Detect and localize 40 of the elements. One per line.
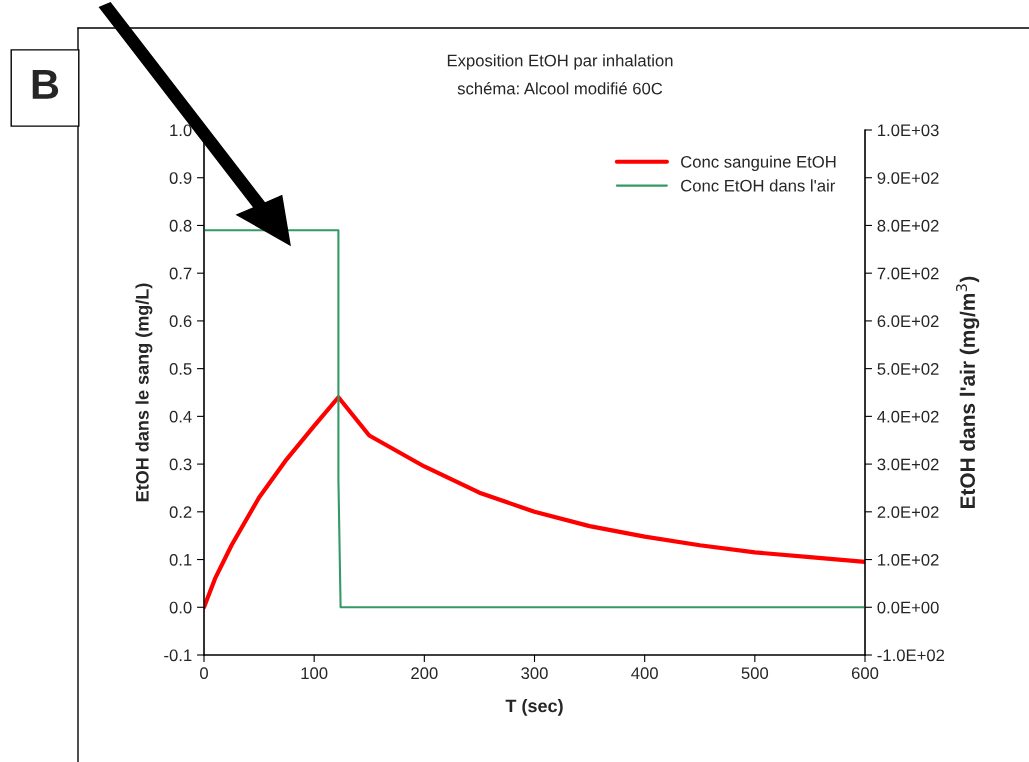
- line-series: [204, 395, 865, 610]
- y2-tick-label: 6.0E+02: [877, 315, 939, 328]
- y2-tick-label: 5.0E+02: [877, 363, 939, 375]
- y2-axis-title: EtOH dans l'air (mg/m$^{3}$): [956, 276, 980, 509]
- x-tick-label: 0: [200, 667, 208, 680]
- y-tick-label: 0.8: [169, 219, 192, 232]
- x-tick-label: 100: [301, 667, 328, 680]
- y-tick-label: 0.9: [169, 172, 192, 184]
- chart-subtitle: schéma: Alcool modifié 60C: [457, 82, 663, 95]
- y-tick-label: 0.1: [169, 553, 192, 566]
- y2-tick-label: 8.0E+02: [877, 219, 939, 232]
- x-tick-label: 300: [521, 667, 548, 680]
- y2-tick-label: 4.0E+02: [877, 410, 939, 423]
- x-tick-label: 400: [631, 667, 658, 680]
- y-tick-label: 0.3: [169, 458, 192, 471]
- y2-tick-label: 7.0E+02: [877, 267, 939, 280]
- y2-tick-label: 3.0E+02: [877, 458, 939, 471]
- y2-tick-label: 9.0E+02: [877, 172, 939, 184]
- y-tick-label: 1.0: [170, 124, 192, 137]
- y-tick-label: 0.4: [169, 410, 192, 423]
- y-tick-label: 0.5: [169, 363, 192, 375]
- y-tick-label: -0.1: [164, 649, 192, 662]
- x-axis-title: T (sec): [505, 699, 563, 716]
- y-tick-label: 0.6: [169, 315, 192, 328]
- text: B: [32, 70, 59, 99]
- x-tick-label: 600: [851, 667, 879, 680]
- x-tick-label: 200: [411, 667, 438, 680]
- y2-tick-label: 2.0E+02: [877, 506, 939, 519]
- y-tick-label: 0.0: [169, 601, 192, 614]
- legend-label: Conc EtOH dans l'air: [681, 179, 836, 192]
- y2-tick-label: 1.0E+03: [878, 124, 939, 137]
- y-tick-label: 0.2: [169, 506, 192, 519]
- y-tick-label: 0.7: [169, 267, 192, 280]
- y2-tick-label: 1.0E+02: [878, 553, 939, 566]
- x-tick-label: 500: [741, 667, 769, 680]
- chart-title: Exposition EtOH par inhalation: [447, 54, 673, 70]
- y-axis-title: EtOH dans le sang (mg/L): [135, 283, 153, 502]
- y2-tick-label: 0.0E+00: [877, 601, 939, 614]
- y2-tick-label: -1.0E+02: [877, 649, 945, 662]
- legend-label: Conc sanguine EtOH: [681, 155, 836, 172]
